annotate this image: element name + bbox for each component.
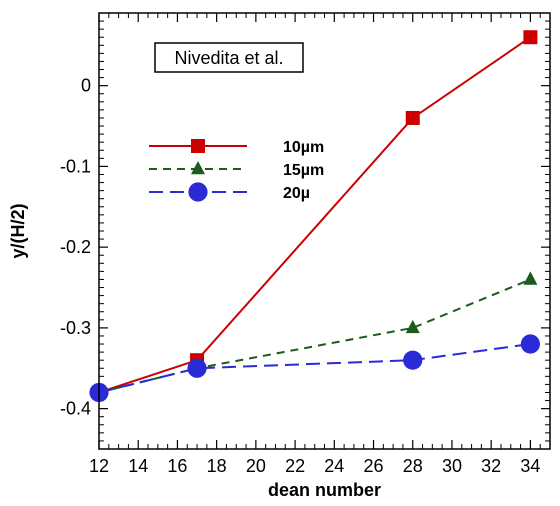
x-tick-label: 22 [285, 456, 305, 476]
series-line [98, 343, 531, 394]
circle-marker [403, 350, 423, 370]
x-tick-label: 12 [89, 456, 109, 476]
legend-label: 15µm [283, 162, 324, 179]
triangle-marker [191, 160, 205, 175]
annotation-frame [154, 42, 304, 73]
x-tick-label: 16 [167, 456, 187, 476]
series-line [98, 36, 531, 394]
annotation-box: Nivedita et al. [154, 42, 304, 73]
y-tick-label: 0 [81, 76, 91, 96]
circle-marker [188, 182, 208, 202]
x-tick-label: 24 [324, 456, 344, 476]
y-tick-label: -0.1 [60, 156, 91, 176]
x-tick-label: 14 [128, 456, 148, 476]
x-tick-label: 18 [207, 456, 227, 476]
triangle-marker [523, 271, 538, 285]
x-axis-label: dean number [268, 480, 381, 500]
legend-label: 10µm [283, 139, 324, 156]
ticks-layer: 12 14 16 18 20 22 24 26 28 30 32 34 0 -0.1 -0.2 -0.3 -0.… [60, 12, 551, 476]
plot-frame [98, 12, 551, 450]
legend-item-2: 15µm [149, 160, 324, 179]
legend-item-1: 10µm [149, 139, 324, 156]
circle-marker [520, 334, 540, 354]
annotation-text: Nivedita et al. [174, 48, 283, 68]
x-tick-label: 20 [246, 456, 266, 476]
series-layer [89, 30, 540, 403]
series-3 [89, 334, 540, 403]
square-marker [191, 139, 205, 153]
legend: 10µm 15µm 20µ [149, 139, 324, 202]
legend-label: 20µ [283, 185, 310, 202]
legend-item-3: 20µ [149, 182, 310, 202]
series-2 [92, 271, 538, 398]
x-tick-label: 32 [481, 456, 501, 476]
y-tick-label: -0.4 [60, 399, 91, 419]
x-tick-label: 28 [403, 456, 423, 476]
y-tick-label: -0.2 [60, 237, 91, 257]
square-marker [523, 30, 538, 45]
square-marker [405, 110, 420, 125]
y-axis-label: y/(H/2) [8, 203, 28, 258]
triangle-marker [405, 319, 420, 334]
y-tick-label: -0.3 [60, 318, 91, 338]
circle-marker [187, 358, 207, 378]
series-line [98, 278, 531, 394]
x-tick-label: 34 [520, 456, 540, 476]
series-1 [92, 30, 538, 400]
x-tick-label: 30 [442, 456, 462, 476]
x-tick-label: 26 [364, 456, 384, 476]
